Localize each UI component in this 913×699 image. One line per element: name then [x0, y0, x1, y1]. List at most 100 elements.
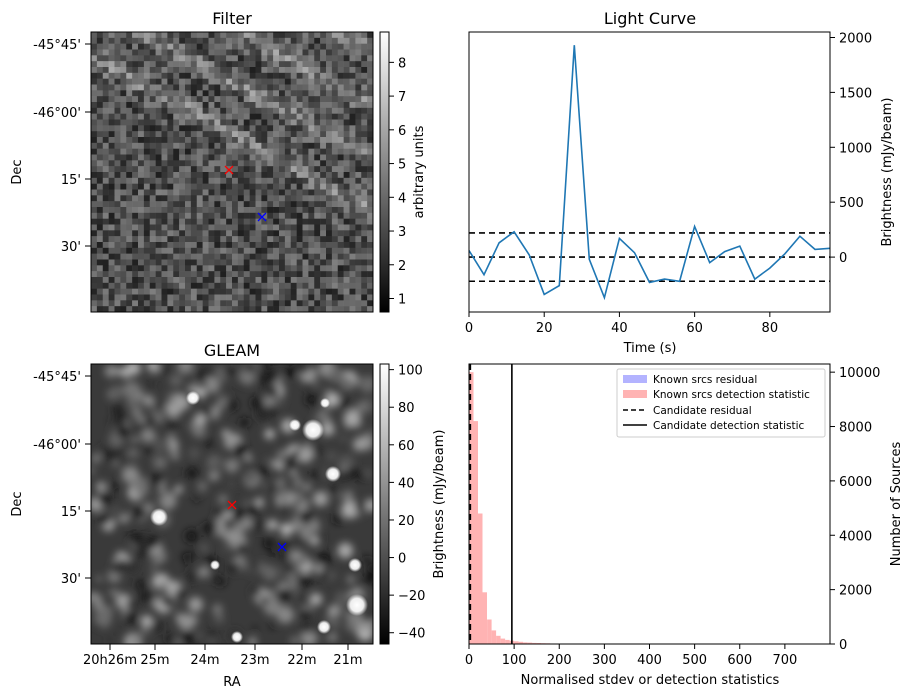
histogram-xtick-0: 0 — [465, 653, 473, 668]
gleam-cbtick-5: 0 — [398, 552, 406, 567]
filter-cbtick-4: 5 — [398, 158, 406, 173]
filter-ytick-3: 30' — [61, 240, 81, 255]
gleam-cbtick-7: −40 — [398, 627, 425, 642]
gleam-cbtick-2: 60 — [398, 439, 415, 454]
gleam-marker-0 — [227, 500, 237, 510]
gleam-image — [91, 364, 373, 644]
gleam-source-8 — [231, 631, 243, 643]
gleam-source-6 — [317, 620, 331, 634]
histogram-xtick-6: 600 — [727, 653, 752, 668]
histogram-bar — [478, 513, 483, 644]
histogram-xtick-2: 200 — [547, 653, 572, 668]
histogram-bar — [469, 372, 474, 644]
lightcurve-xtick-0: 0 — [465, 321, 473, 336]
histogram-ytick-5: 10000 — [839, 366, 880, 381]
gleam-source-4 — [346, 594, 368, 616]
histogram-bar — [532, 642, 537, 644]
filter-cbtick-6: 7 — [398, 90, 406, 105]
gleam-ytick-0: -45°45' — [33, 370, 81, 385]
legend-label-3: Candidate detection statistic — [653, 420, 805, 432]
histogram-bar — [514, 641, 519, 644]
histogram-ytick-3: 6000 — [839, 475, 872, 490]
histogram-xtick-7: 700 — [772, 653, 797, 668]
filter-marker-1 — [257, 212, 267, 222]
histogram-bar — [527, 642, 533, 644]
lightcurve-ylabel: Brightness (mJy/beam) — [880, 98, 895, 247]
gleam-colorbar — [379, 363, 390, 645]
gleam-source-2 — [325, 466, 341, 482]
lightcurve-ytick-0: 0 — [839, 251, 847, 266]
gleam-panel: GLEAM -45°45' -46°00' 15' 30' 20h26m 25m 24m 2… — [10, 341, 447, 690]
lightcurve-xtick-3: 60 — [686, 321, 703, 336]
gleam-ytick-3: 30' — [61, 572, 81, 587]
histogram-bar — [523, 642, 528, 644]
lightcurve-ytick-1: 500 — [839, 196, 864, 211]
filter-cbtick-1: 2 — [398, 259, 406, 274]
gleam-cbtick-6: −20 — [398, 589, 425, 604]
legend-label-2: Candidate residual — [653, 405, 752, 417]
histogram-xtick-1: 100 — [502, 653, 527, 668]
filter-cbtick-0: 1 — [398, 293, 406, 308]
gleam-xtick-3: 23m — [240, 653, 269, 668]
lightcurve-ytick-4: 2000 — [839, 31, 872, 46]
histogram-bar — [473, 421, 478, 644]
gleam-xtick-1: 25m — [140, 653, 169, 668]
histogram-ytick-1: 2000 — [839, 584, 872, 599]
histogram-legend: Known srcs residual Known srcs detection… — [616, 368, 826, 438]
gleam-axes-frame — [90, 363, 374, 645]
gleam-xtick-0: 20h26m — [83, 653, 137, 668]
gleam-colorbar-label: Brightness (mJy/beam) — [432, 430, 447, 579]
filter-cbtick-7: 8 — [398, 56, 406, 71]
lightcurve-ytick-3: 1500 — [839, 86, 872, 101]
histogram-bar — [496, 635, 501, 644]
histogram-ytick-2: 4000 — [839, 529, 872, 544]
gleam-xlabel: RA — [223, 675, 241, 690]
histogram-bar — [487, 619, 492, 644]
lightcurve-ytick-2: 1000 — [839, 141, 872, 156]
gleam-ylabel: Dec — [10, 491, 25, 516]
filter-image — [91, 32, 374, 313]
legend-label-0: Known srcs residual — [653, 374, 757, 386]
gleam-source-1 — [150, 508, 168, 526]
legend-swatch-residual — [623, 375, 647, 383]
legend-label-1: Known srcs detection statistic — [653, 389, 810, 401]
gleam-source-0 — [302, 419, 324, 441]
gleam-xtick-2: 24m — [190, 653, 219, 668]
gleam-cbtick-3: 40 — [398, 476, 415, 491]
histogram-panel: 0 100 200 300 400 500 600 700 0 2000 4000 6000 8000… — [465, 363, 904, 688]
gleam-ytick-1: -46°00' — [33, 438, 81, 453]
gleam-xtick-5: 21m — [333, 653, 362, 668]
gleam-source-7 — [289, 419, 301, 431]
gleam-source-10 — [320, 398, 330, 408]
filter-cbtick-3: 4 — [398, 191, 406, 206]
filter-axes-frame — [90, 31, 374, 313]
histogram-bar — [505, 639, 510, 644]
histogram-xtick-5: 500 — [682, 653, 707, 668]
filter-ytick-0: -45°45' — [33, 38, 81, 53]
lightcurve-xlabel: Time (s) — [623, 341, 677, 356]
histogram-xtick-3: 300 — [592, 653, 617, 668]
gleam-ytick-2: 15' — [61, 505, 81, 520]
histogram-bar — [518, 641, 524, 644]
gleam-cbtick-0: 100 — [398, 364, 423, 379]
filter-title: Filter — [212, 9, 252, 28]
histogram-bar — [482, 592, 487, 644]
filter-cbtick-2: 3 — [398, 225, 406, 240]
histogram-xlabel: Normalised stdev or detection statistics — [521, 673, 780, 688]
filter-panel: Filter -45°45' -46°00' 15' 30' Dec 1 2 3 4 5 6 7 8… — [10, 9, 427, 313]
filter-cbtick-5: 6 — [398, 124, 406, 139]
gleam-source-5 — [348, 558, 362, 572]
lightcurve-title: Light Curve — [604, 9, 696, 28]
gleam-marker-1 — [277, 542, 287, 552]
lightcurve-axes-frame — [468, 31, 831, 313]
filter-colorbar-label: arbitrary units — [412, 125, 427, 218]
lightcurve-xtick-2: 40 — [611, 321, 628, 336]
gleam-xtick-4: 22m — [287, 653, 316, 668]
histogram-bar — [500, 638, 506, 644]
histogram-xtick-4: 400 — [637, 653, 662, 668]
histogram-ytick-4: 8000 — [839, 421, 872, 436]
filter-ytick-2: 15' — [61, 173, 81, 188]
legend-swatch-detection — [623, 390, 647, 398]
histogram-ylabel: Number of Sources — [889, 442, 904, 567]
